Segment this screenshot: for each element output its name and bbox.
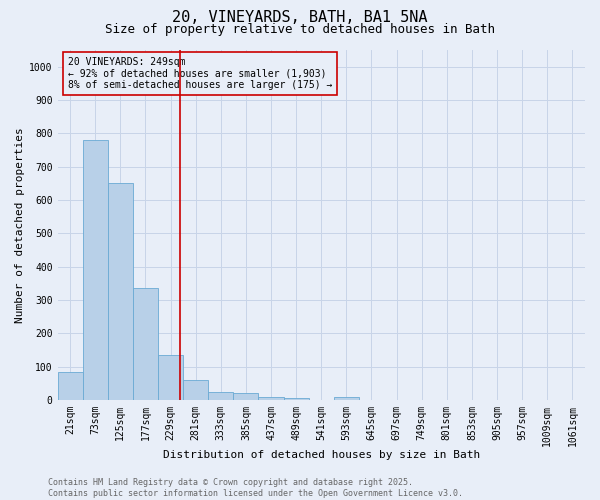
Text: 20 VINEYARDS: 249sqm
← 92% of detached houses are smaller (1,903)
8% of semi-det: 20 VINEYARDS: 249sqm ← 92% of detached h… xyxy=(68,57,332,90)
X-axis label: Distribution of detached houses by size in Bath: Distribution of detached houses by size … xyxy=(163,450,480,460)
Bar xyxy=(183,380,208,400)
Text: Size of property relative to detached houses in Bath: Size of property relative to detached ho… xyxy=(105,22,495,36)
Bar xyxy=(83,140,108,400)
Text: Contains HM Land Registry data © Crown copyright and database right 2025.
Contai: Contains HM Land Registry data © Crown c… xyxy=(48,478,463,498)
Text: 20, VINEYARDS, BATH, BA1 5NA: 20, VINEYARDS, BATH, BA1 5NA xyxy=(172,10,428,25)
Bar xyxy=(259,396,284,400)
Bar xyxy=(58,372,83,400)
Bar xyxy=(284,398,309,400)
Bar xyxy=(158,355,183,400)
Bar xyxy=(108,184,133,400)
Bar xyxy=(208,392,233,400)
Bar xyxy=(133,288,158,400)
Y-axis label: Number of detached properties: Number of detached properties xyxy=(15,127,25,323)
Bar xyxy=(334,396,359,400)
Bar xyxy=(233,393,259,400)
